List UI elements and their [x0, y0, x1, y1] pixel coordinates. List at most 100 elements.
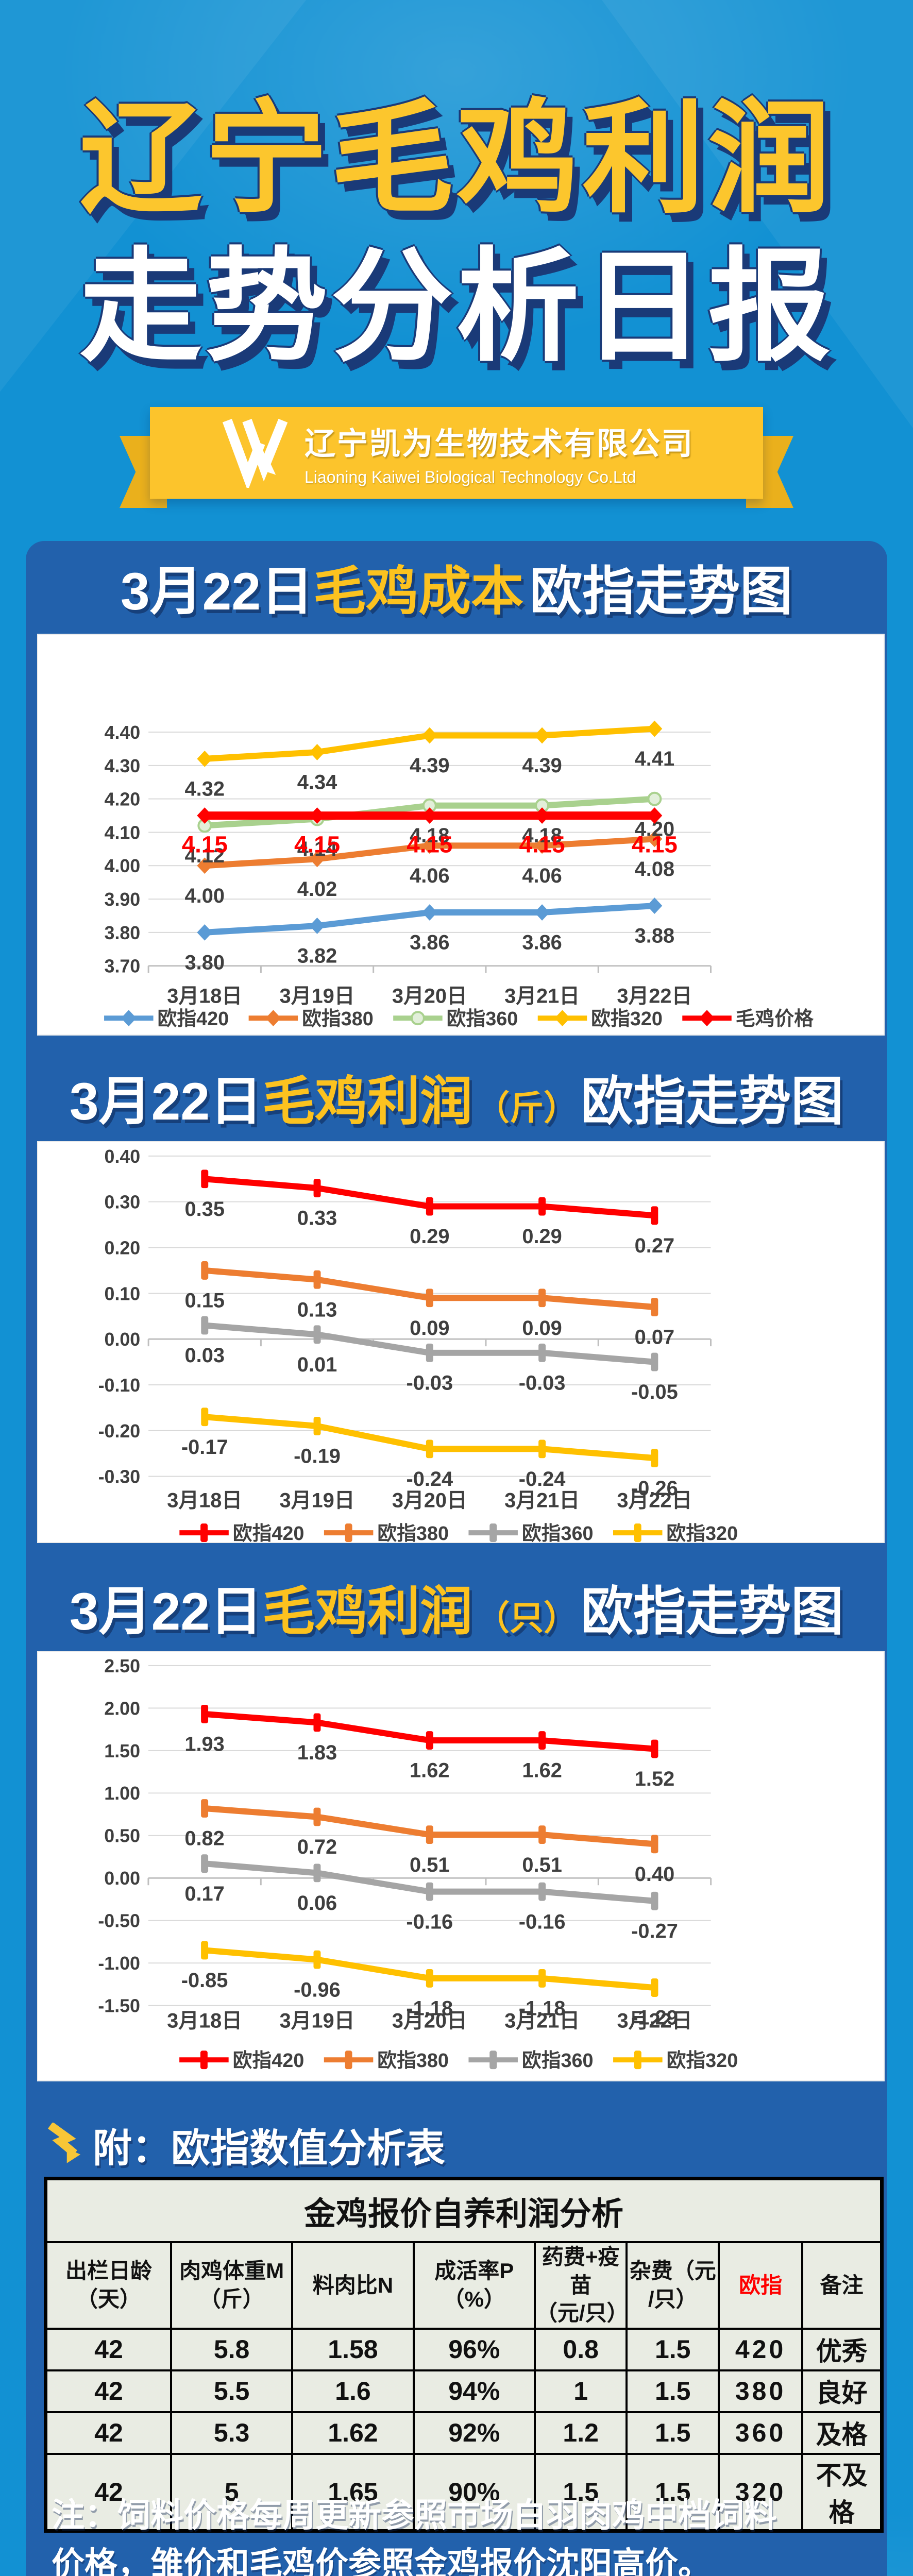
svg-text:3.86: 3.86 — [410, 931, 449, 954]
svg-text:2.00: 2.00 — [104, 1698, 140, 1719]
svg-text:-1.50: -1.50 — [98, 1996, 140, 2016]
analysis-section-heading: 附：欧指数值分析表 — [47, 2116, 445, 2173]
svg-text:欧指420: 欧指420 — [233, 1523, 305, 1542]
svg-text:3月22日: 3月22日 — [617, 2009, 692, 2032]
analysis-section-title: 附：欧指数值分析表 — [93, 2127, 445, 2171]
svg-text:4.06: 4.06 — [410, 865, 449, 887]
table-cell: 及格 — [801, 2411, 883, 2455]
table-cell: 5 — [170, 2452, 294, 2532]
svg-text:欧指380: 欧指380 — [377, 2050, 449, 2072]
svg-text:-0.85: -0.85 — [181, 1969, 228, 1992]
table-title: 金鸡报价自养利润分析 — [44, 2177, 883, 2243]
company-logo-icon — [219, 416, 291, 491]
svg-text:3.82: 3.82 — [297, 945, 337, 968]
svg-text:4.10: 4.10 — [105, 822, 141, 843]
svg-text:欧指320: 欧指320 — [667, 2050, 738, 2072]
chart-profit-zhi-svg: 2.50 2.00 1.50 1.00 0.50 0.00 -0.50 -1.00 -1.50 3… — [98, 1656, 738, 2072]
svg-text:3月20日: 3月20日 — [392, 2009, 467, 2032]
svg-text:3月22日: 3月22日 — [617, 985, 692, 1007]
svg-text:欧指360: 欧指360 — [522, 2050, 594, 2072]
table-cell: 1.5 — [625, 2327, 720, 2371]
company-banner: 辽宁凯为生物技术有限公司 Liaoning Kaiwei Biological … — [150, 407, 763, 499]
svg-text:-0.16: -0.16 — [519, 1910, 566, 1933]
page-title-line1: 辽宁毛鸡利润 — [79, 91, 834, 227]
series-欧指360: 0.17 0.06 -0.16 -0.16 -0.27 — [184, 1854, 678, 1942]
svg-text:3月19日: 3月19日 — [280, 985, 355, 1007]
svg-text:-0.30: -0.30 — [98, 1467, 141, 1487]
table-cell: 1.5 — [625, 2452, 720, 2532]
series-欧指420: 1.93 1.83 1.62 1.62 1.52 — [184, 1704, 674, 1790]
gridlines: 2.50 2.00 1.50 1.00 0.50 0.00 -0.50 -1.00 -1.50 — [98, 1656, 711, 2016]
table-header-col4: 药费+疫苗 （元/只） — [533, 2241, 629, 2330]
series-欧指360: 0.03 0.01 -0.03 -0.03 -0.05 — [185, 1316, 678, 1403]
svg-text:0.09: 0.09 — [522, 1317, 562, 1340]
svg-text:欧指380: 欧指380 — [302, 1008, 374, 1030]
svg-text:-0.27: -0.27 — [631, 1920, 678, 1942]
category-axis — [147, 965, 712, 973]
series-欧指320: 4.32 4.34 4.39 4.39 4.41 — [185, 720, 674, 801]
svg-text:0.03: 0.03 — [185, 1344, 225, 1367]
svg-text:4.20: 4.20 — [105, 789, 141, 810]
svg-text:1.52: 1.52 — [635, 1768, 674, 1790]
svg-text:4.15: 4.15 — [519, 832, 565, 858]
svg-text:-0.03: -0.03 — [406, 1371, 453, 1394]
table-header-col1: 肉鸡体重M （斤） — [170, 2241, 294, 2330]
svg-text:-1.29: -1.29 — [631, 2007, 678, 2029]
svg-text:1.93: 1.93 — [184, 1733, 224, 1756]
chart3-title-suffix: 欧指走势图 — [581, 1582, 844, 1641]
svg-text:0.50: 0.50 — [104, 1826, 140, 1846]
legend: 欧指420 欧指380 欧指360 欧指320 — [179, 1523, 738, 1542]
series-毛鸡价格: 4.15 4.15 4.15 4.15 4.15 — [182, 807, 678, 858]
svg-text:4.15: 4.15 — [632, 832, 678, 858]
table-header-col3: 成活率P （%） — [412, 2241, 536, 2330]
svg-text:3月19日: 3月19日 — [279, 2009, 354, 2032]
svg-text:1.50: 1.50 — [104, 1741, 140, 1761]
page-title-line2: 走势分析日报 — [79, 239, 834, 376]
x-axis-labels: 3月18日 3月19日 3月20日 3月21日 3月22日 — [167, 985, 692, 1007]
table-cell: 94% — [412, 2369, 536, 2413]
svg-text:4.18: 4.18 — [410, 824, 449, 847]
table-cell: 380 — [717, 2369, 804, 2413]
svg-text:欧指380: 欧指380 — [377, 1523, 449, 1542]
series-欧指380: 0.82 0.72 0.51 0.51 0.40 — [184, 1799, 674, 1886]
table-cell: 42 — [44, 2327, 172, 2371]
svg-text:-0.10: -0.10 — [98, 1375, 141, 1396]
table-cell: 1 — [533, 2369, 628, 2413]
svg-text:4.15: 4.15 — [294, 832, 340, 858]
svg-text:-0.03: -0.03 — [519, 1371, 566, 1394]
series-欧指320: -0.17 -0.19 -0.24 -0.24 -0.26 — [181, 1408, 678, 1500]
table-header-col5: 杂费（元 /只） — [625, 2241, 720, 2330]
svg-text:4.06: 4.06 — [522, 865, 562, 887]
svg-text:0.72: 0.72 — [297, 1836, 337, 1858]
svg-text:3月18日: 3月18日 — [167, 985, 242, 1007]
svg-text:4.08: 4.08 — [635, 858, 674, 880]
svg-text:-1.00: -1.00 — [98, 1953, 140, 1974]
table-cell: 不及格 — [801, 2452, 883, 2532]
svg-text:-0.50: -0.50 — [98, 1911, 140, 1931]
svg-text:3.80: 3.80 — [185, 952, 225, 974]
svg-text:欧指320: 欧指320 — [591, 1008, 663, 1030]
svg-text:3月20日: 3月20日 — [392, 985, 467, 1007]
table-header-col2: 料肉比N — [291, 2241, 415, 2330]
svg-text:0.06: 0.06 — [297, 1892, 337, 1914]
chart1-title-highlight: 毛鸡成本 — [313, 562, 524, 621]
svg-text:4.00: 4.00 — [105, 856, 141, 876]
svg-text:-0.19: -0.19 — [294, 1445, 341, 1468]
svg-text:3月19日: 3月19日 — [280, 1489, 355, 1512]
svg-text:0.29: 0.29 — [522, 1225, 562, 1248]
svg-text:欧指360: 欧指360 — [522, 1523, 594, 1542]
svg-text:0.82: 0.82 — [184, 1827, 224, 1850]
svg-text:4.00: 4.00 — [185, 885, 225, 907]
chart-profit-jin-card: 0.40 0.30 0.20 0.10 0.00 -0.10 -0.20 -0.30 3月18日… — [37, 1141, 885, 1543]
table-cell: 1.6 — [291, 2369, 415, 2413]
svg-text:1.62: 1.62 — [522, 1759, 562, 1782]
svg-text:0.40: 0.40 — [635, 1863, 674, 1886]
svg-text:4.39: 4.39 — [522, 754, 562, 777]
series-欧指420: 3.80 3.82 3.86 3.86 3.88 — [185, 897, 674, 974]
svg-text:0.20: 0.20 — [105, 1238, 141, 1258]
table-cell: 92% — [412, 2411, 536, 2455]
series-欧指380: 0.15 0.13 0.09 0.09 0.07 — [185, 1261, 674, 1349]
table-cell: 1.65 — [291, 2452, 415, 2532]
svg-text:3.70: 3.70 — [105, 956, 141, 977]
